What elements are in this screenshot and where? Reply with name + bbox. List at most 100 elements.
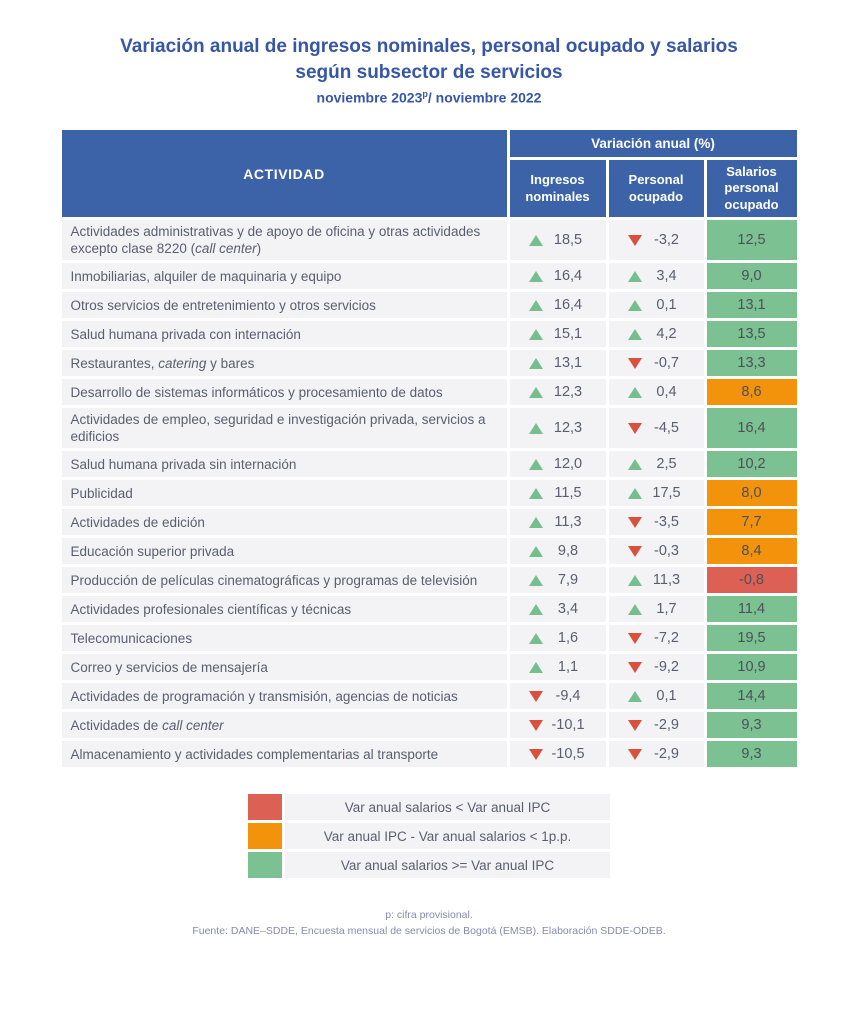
personal-value: 3,4 bbox=[656, 268, 677, 285]
ingresos-trend-arrow-icon bbox=[528, 386, 543, 398]
ingresos-value: 13,1 bbox=[553, 355, 583, 372]
ingresos-trend-arrow-icon bbox=[528, 422, 543, 434]
personal-value: -2,9 bbox=[654, 746, 679, 763]
personal-ocupado-cell: 0,1 bbox=[608, 683, 704, 710]
personal-value: -0,7 bbox=[654, 355, 679, 372]
ingresos-value: 1,6 bbox=[557, 630, 579, 647]
legend-color-swatch bbox=[248, 794, 282, 821]
personal-ocupado-cell: -0,7 bbox=[608, 350, 704, 377]
ingresos-trend-arrow-icon bbox=[528, 328, 543, 340]
column-header-personal-ocupado: Personal ocupado bbox=[608, 160, 704, 218]
personal-value: 4,2 bbox=[656, 326, 677, 343]
table-row: Desarrollo de sistemas informáticos y pr… bbox=[61, 379, 797, 406]
page-title: Variación anual de ingresos nominales, p… bbox=[0, 34, 858, 86]
personal-value: -4,5 bbox=[654, 420, 679, 437]
table-row: Actividades profesionales científicas y … bbox=[61, 596, 797, 623]
activity-cell: Actividades de call center bbox=[61, 712, 507, 739]
footnotes: p: cifra provisional. Fuente: DANE–SDDE,… bbox=[0, 908, 858, 940]
source-note: Fuente: DANE–SDDE, Encuesta mensual de s… bbox=[192, 924, 666, 937]
ingresos-value: 16,4 bbox=[553, 268, 583, 285]
salarios-cell: 10,9 bbox=[706, 654, 797, 681]
personal-value: 0,1 bbox=[656, 688, 677, 705]
salarios-cell: 7,7 bbox=[706, 509, 797, 536]
salarios-cell: -0,8 bbox=[706, 567, 797, 594]
ingresos-nominales-cell: 15,1 bbox=[509, 321, 606, 348]
ingresos-nominales-cell: 11,3 bbox=[509, 509, 606, 536]
ingresos-trend-arrow-icon bbox=[528, 357, 543, 369]
ingresos-nominales-cell: 12,3 bbox=[509, 408, 606, 449]
activity-label: Salud humana privada con internación bbox=[70, 326, 301, 342]
activity-cell: Producción de películas cinematográficas… bbox=[61, 567, 507, 594]
personal-ocupado-cell: -2,9 bbox=[608, 712, 704, 739]
personal-value: -7,2 bbox=[654, 630, 679, 647]
salarios-cell: 9,3 bbox=[706, 741, 797, 768]
personal-trend-arrow-icon bbox=[627, 574, 642, 586]
personal-ocupado-cell: 3,4 bbox=[608, 263, 704, 290]
personal-ocupado-cell: -2,9 bbox=[608, 741, 704, 768]
personal-ocupado-cell: -4,5 bbox=[608, 408, 704, 449]
legend-color-swatch bbox=[248, 823, 282, 850]
table-row: Actividades de empleo, seguridad e inves… bbox=[61, 408, 797, 449]
ingresos-nominales-cell: 12,0 bbox=[509, 451, 606, 478]
personal-value: 11,3 bbox=[652, 572, 681, 589]
ingresos-value: -10,1 bbox=[551, 717, 585, 734]
activity-cell: Actividades profesionales científicas y … bbox=[61, 596, 507, 623]
subtitle-period-2: / noviembre 2022 bbox=[427, 90, 542, 107]
activity-label: Actividades profesionales científicas y … bbox=[70, 601, 352, 617]
ingresos-nominales-cell: -9,4 bbox=[509, 683, 606, 710]
activity-cell: Actividades administrativas y de apoyo d… bbox=[61, 220, 507, 261]
salarios-cell: 13,1 bbox=[706, 292, 797, 319]
personal-trend-arrow-icon bbox=[627, 516, 642, 528]
ingresos-trend-arrow-icon bbox=[528, 458, 543, 470]
personal-trend-arrow-icon bbox=[627, 386, 642, 398]
salarios-cell: 9,0 bbox=[706, 263, 797, 290]
ingresos-nominales-cell: 1,1 bbox=[509, 654, 606, 681]
ingresos-nominales-cell: 13,1 bbox=[509, 350, 606, 377]
salarios-value: 10,2 bbox=[737, 456, 766, 473]
column-header-salarios-personal-ocupado: Salarios personal ocupado bbox=[706, 160, 797, 218]
salarios-value: 7,7 bbox=[741, 514, 762, 531]
personal-ocupado-cell: -0,3 bbox=[608, 538, 704, 565]
activity-cell: Inmobiliarias, alquiler de maquinaria y … bbox=[61, 263, 507, 290]
ingresos-value: 15,1 bbox=[553, 326, 583, 343]
ingresos-trend-arrow-icon bbox=[528, 719, 543, 731]
legend-row: Var anual IPC - Var anual salarios < 1p.… bbox=[248, 823, 610, 850]
activity-cell: Actividades de programación y transmisió… bbox=[61, 683, 507, 710]
activity-cell: Restaurantes, catering y bares bbox=[61, 350, 507, 377]
salarios-value: 13,1 bbox=[737, 297, 766, 314]
personal-value: -0,3 bbox=[654, 543, 679, 560]
ingresos-value: 9,8 bbox=[557, 543, 579, 560]
personal-ocupado-cell: -3,5 bbox=[608, 509, 704, 536]
personal-trend-arrow-icon bbox=[627, 632, 642, 644]
ingresos-trend-arrow-icon bbox=[528, 661, 543, 673]
title-line-1: Variación anual de ingresos nominales, p… bbox=[120, 36, 738, 57]
salarios-cell: 13,5 bbox=[706, 321, 797, 348]
personal-trend-arrow-icon bbox=[627, 603, 642, 615]
activity-cell: Publicidad bbox=[61, 480, 507, 507]
personal-value: 0,4 bbox=[656, 384, 677, 401]
ingresos-trend-arrow-icon bbox=[528, 487, 543, 499]
legend-row: Var anual salarios >= Var anual IPC bbox=[248, 852, 610, 879]
personal-value: 17,5 bbox=[652, 485, 681, 502]
table-row: Publicidad 11,5 17,5 8,0 bbox=[61, 480, 797, 507]
personal-trend-arrow-icon bbox=[627, 487, 642, 499]
table-row: Almacenamiento y actividades complementa… bbox=[61, 741, 797, 768]
group-header-variacion-anual: Variación anual (%) bbox=[509, 130, 797, 158]
personal-ocupado-cell: 0,1 bbox=[608, 292, 704, 319]
activity-label: Inmobiliarias, alquiler de maquinaria y … bbox=[70, 268, 342, 284]
salarios-value: 10,9 bbox=[737, 659, 766, 676]
activity-cell: Actividades de empleo, seguridad e inves… bbox=[61, 408, 507, 449]
table-row: Telecomunicaciones 1,6 -7,2 19,5 bbox=[61, 625, 797, 652]
activity-label: Actividades de empleo, seguridad e inves… bbox=[70, 412, 486, 445]
salarios-value: 14,4 bbox=[737, 688, 766, 705]
ingresos-value: 3,4 bbox=[557, 601, 579, 618]
personal-value: -2,9 bbox=[654, 717, 679, 734]
ingresos-nominales-cell: 12,3 bbox=[509, 379, 606, 406]
activity-label: Educación superior privada bbox=[70, 543, 235, 559]
activity-label: Desarrollo de sistemas informáticos y pr… bbox=[70, 384, 443, 400]
activity-label: Telecomunicaciones bbox=[70, 630, 193, 646]
personal-ocupado-cell: 17,5 bbox=[608, 480, 704, 507]
ingresos-value: 16,4 bbox=[553, 297, 583, 314]
personal-trend-arrow-icon bbox=[627, 328, 642, 340]
